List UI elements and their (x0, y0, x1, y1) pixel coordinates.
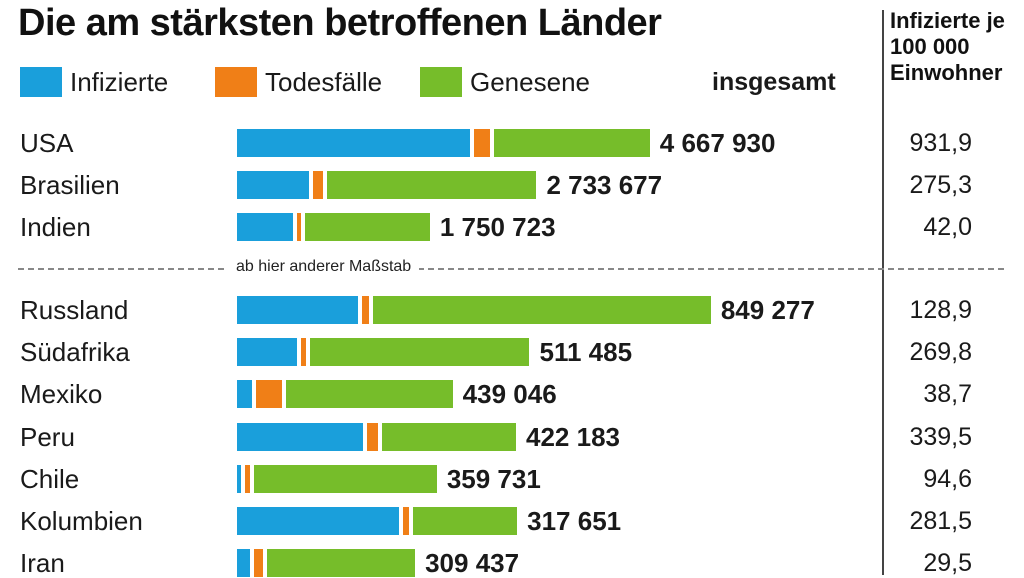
scale-note: ab hier anderer Maßstab (228, 258, 420, 276)
bar-brasilien-todesflle (312, 170, 323, 199)
total-label-usa: 4 667 930 (659, 128, 776, 158)
bar-s-dafrika-infizierte (237, 338, 298, 367)
country-label-brasilien: Brasilien (20, 169, 120, 200)
country-label-iran: Iran (20, 548, 65, 578)
bar-brasilien-infizierte (237, 170, 309, 199)
country-label-usa: USA (20, 128, 74, 158)
legend-label-infizierte: Infizierte (70, 66, 169, 97)
bar-indien-todesflle (297, 212, 301, 241)
scale-divider (18, 268, 1004, 270)
bar-s-dafrika-genesene (310, 338, 530, 367)
total-label-peru: 422 183 (526, 421, 620, 452)
country-label-mexiko: Mexiko (20, 379, 103, 410)
legend-todesfaelle: Todesfälle (215, 66, 382, 98)
per-100k-column-header: Infizierte je 100 000 Einwohner (890, 8, 1005, 85)
country-label-kolumbien: Kolumbien (20, 506, 143, 536)
bar-iran-todesflle (254, 549, 264, 578)
bar-kolumbien-genesene (412, 507, 518, 535)
legend-genesene: Genesene (420, 66, 590, 98)
legend-swatch-todesfaelle (215, 67, 257, 97)
bar-s-dafrika-todesflle (301, 338, 306, 367)
country-label-s-dafrika: Südafrika (20, 337, 130, 368)
per-100k-usa: 931,9 (909, 129, 972, 157)
legend-infizierte: Infizierte (20, 66, 168, 98)
bar-mexiko-infizierte (237, 380, 253, 409)
total-label-brasilien: 2 733 677 (546, 169, 663, 200)
legend-swatch-infizierte (20, 67, 62, 97)
bar-chile-infizierte (237, 464, 241, 493)
country-label-peru: Peru (20, 421, 75, 452)
country-label-chile: Chile (20, 463, 80, 494)
total-label-mexiko: 439 046 (462, 379, 557, 410)
bar-kolumbien-todesflle (402, 507, 409, 535)
per-100k-brasilien: 275,3 (909, 170, 972, 199)
total-column-header: insgesamt (712, 68, 836, 96)
bar-usa-infizierte (237, 129, 470, 157)
per-100k-s-dafrika: 269,8 (909, 338, 972, 367)
bar-peru-todesflle (367, 422, 378, 451)
bar-iran-infizierte (237, 549, 251, 578)
bar-russland-todesflle (361, 296, 370, 324)
per-100k-peru: 339,5 (909, 422, 972, 451)
bar-indien-genesene (305, 212, 430, 241)
per-100k-kolumbien: 281,5 (909, 507, 972, 535)
bar-chile-todesflle (244, 464, 251, 493)
per-100k-indien: 42,0 (923, 212, 972, 241)
total-label-iran: 309 437 (425, 548, 520, 578)
chart-title: Die am stärksten betroffenen Länder (18, 2, 662, 44)
bar-usa-todesflle (473, 129, 491, 157)
country-label-russland: Russland (20, 295, 129, 325)
bar-russland-genesene (373, 296, 711, 324)
column-divider (882, 10, 884, 575)
total-label-indien: 1 750 723 (439, 211, 556, 242)
per-100k-mexiko: 38,7 (923, 380, 972, 409)
bar-usa-genesene (494, 129, 650, 157)
bar-brasilien-genesene (326, 170, 537, 199)
bar-mexiko-todesflle (256, 380, 283, 409)
legend-label-todesfaelle: Todesfälle (265, 66, 383, 97)
per-100k-chile: 94,6 (923, 464, 972, 493)
bar-indien-infizierte (237, 212, 294, 241)
country-label-indien: Indien (20, 211, 91, 242)
total-label-kolumbien: 317 651 (527, 506, 622, 536)
bar-kolumbien-infizierte (237, 507, 399, 535)
legend-label-genesene: Genesene (470, 66, 590, 97)
total-label-s-dafrika: 511 485 (539, 337, 633, 368)
total-label-russland: 849 277 (720, 295, 815, 325)
bar-iran-genesene (267, 549, 416, 578)
bar-peru-infizierte (237, 422, 364, 451)
bar-mexiko-genesene (286, 380, 453, 409)
per-100k-russland: 128,9 (909, 296, 972, 324)
bar-russland-infizierte (237, 296, 358, 324)
bar-peru-genesene (381, 422, 516, 451)
total-label-chile: 359 731 (446, 463, 541, 494)
bar-chile-genesene (254, 464, 437, 493)
per-100k-iran: 29,5 (923, 549, 972, 578)
legend-swatch-genesene (420, 67, 462, 97)
